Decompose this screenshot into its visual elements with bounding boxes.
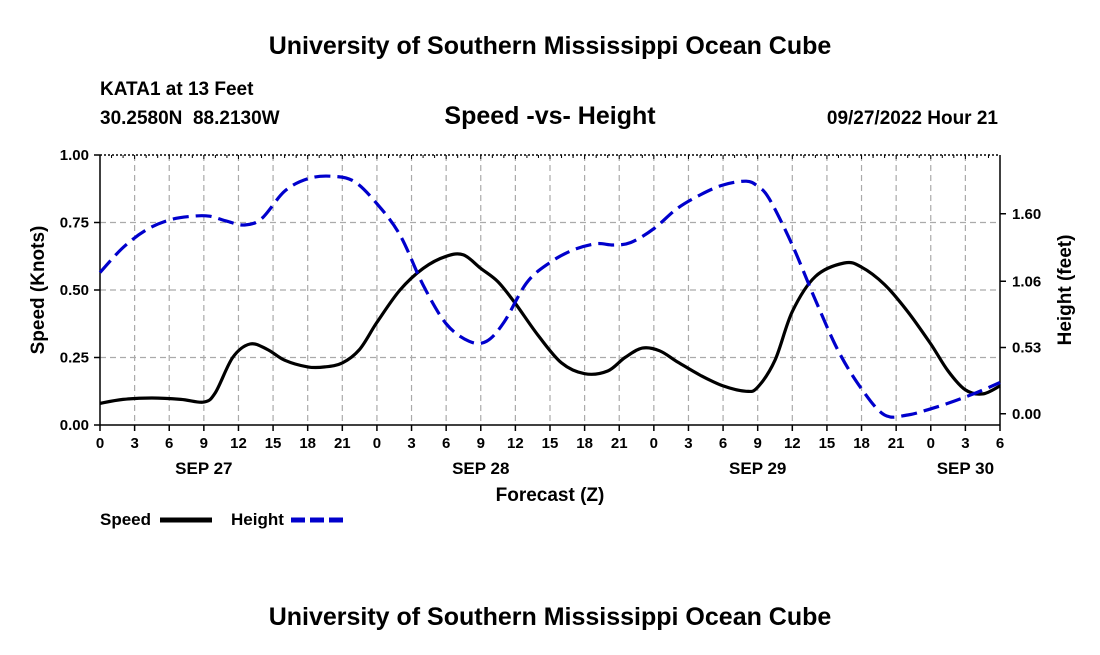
- footer-title: University of Southern Mississippi Ocean…: [269, 603, 832, 631]
- x-tick-label: 6: [996, 435, 1004, 452]
- y2-tick-label: 1.06: [1012, 273, 1041, 290]
- y-axis-title: Speed (Knots): [28, 226, 49, 355]
- y2-axis-title: Height (feet): [1055, 235, 1076, 346]
- y2-tick-label: 0.53: [1012, 340, 1041, 357]
- y-tick-label: 0.25: [60, 350, 89, 367]
- x-tick-label: 15: [819, 435, 836, 452]
- x-tick-label: 15: [265, 435, 282, 452]
- legend-label-speed: Speed: [100, 510, 151, 529]
- x-date-label: SEP 29: [729, 459, 786, 478]
- y2-tick-label: 0.00: [1012, 406, 1041, 423]
- x-tick-label: 3: [684, 435, 692, 452]
- x-tick-label: 6: [719, 435, 727, 452]
- x-tick-label: 0: [373, 435, 381, 452]
- page-title: University of Southern Mississippi Ocean…: [269, 32, 832, 60]
- x-tick-label: 9: [200, 435, 208, 452]
- x-date-label: SEP 27: [175, 459, 232, 478]
- x-tick-label: 21: [888, 435, 905, 452]
- x-tick-label: 18: [576, 435, 593, 452]
- x-tick-label: 0: [927, 435, 935, 452]
- x-tick-label: 18: [853, 435, 870, 452]
- x-tick-label: 12: [507, 435, 524, 452]
- x-tick-label: 0: [96, 435, 104, 452]
- x-axis-title: Forecast (Z): [496, 485, 605, 506]
- y-tick-label: 0.00: [60, 417, 89, 434]
- series-line-height: [98, 174, 1001, 419]
- series-line-speed: [99, 252, 1001, 405]
- x-tick-label: 6: [442, 435, 450, 452]
- x-tick-label: 0: [650, 435, 658, 452]
- station-label: KATA1 at 13 Feet: [100, 79, 254, 100]
- x-tick-label: 21: [611, 435, 628, 452]
- chart-subtitle: Speed -vs- Height: [444, 102, 656, 130]
- y-tick-label: 0.50: [60, 282, 89, 299]
- x-tick-label: 12: [230, 435, 247, 452]
- y2-tick-label: 1.60: [1012, 206, 1041, 223]
- x-tick-label: 6: [165, 435, 173, 452]
- grid-lines: [100, 155, 1000, 425]
- chart-axes: 0 3 6 9 12 15 18 21 0 3 6 9 12 15 18 21 0 3 6 9 12 15 18 21 0 3 6S…: [60, 147, 1041, 478]
- x-date-label: SEP 30: [937, 459, 994, 478]
- y-tick-label: 0.75: [60, 215, 89, 232]
- x-tick-label: 3: [961, 435, 969, 452]
- x-tick-label: 18: [299, 435, 316, 452]
- legend-label-height: Height: [231, 510, 284, 529]
- x-tick-label: 12: [784, 435, 801, 452]
- data-series: [98, 174, 1001, 419]
- x-tick-label: 3: [130, 435, 138, 452]
- legend: Speed Height: [100, 510, 343, 529]
- x-tick-label: 15: [542, 435, 559, 452]
- issued-time: 09/27/2022 Hour 21: [827, 108, 999, 129]
- x-tick-label: 9: [754, 435, 762, 452]
- station-coords: 30.2580N 88.2130W: [100, 108, 280, 129]
- x-tick-label: 21: [334, 435, 351, 452]
- x-tick-label: 3: [407, 435, 415, 452]
- y-tick-label: 1.00: [60, 147, 89, 164]
- x-tick-label: 9: [477, 435, 485, 452]
- x-date-label: SEP 28: [452, 459, 509, 478]
